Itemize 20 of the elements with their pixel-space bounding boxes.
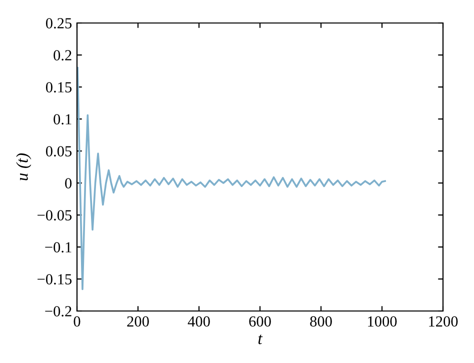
- y-axis-title: u (t): [16, 153, 32, 180]
- x-tick-label: 200: [127, 316, 149, 327]
- x-tick-label: 1200: [429, 316, 458, 327]
- y-tick-label: 0.15: [46, 82, 72, 93]
- x-tick-label: 800: [310, 316, 332, 327]
- y-tick-label: 0.1: [54, 114, 72, 125]
- y-tick-label: −0.05: [38, 210, 72, 221]
- x-tick-label: 600: [249, 316, 271, 327]
- x-tick-label: 400: [188, 316, 210, 327]
- x-axis-title: t: [258, 334, 263, 344]
- y-tick-label: 0.05: [46, 146, 72, 157]
- y-tick-label: 0.25: [46, 18, 72, 29]
- line-series: [77, 66, 386, 290]
- x-tick-label: 0: [74, 316, 80, 327]
- y-tick-label: −0.15: [38, 274, 72, 285]
- x-tick-label: 1000: [368, 316, 397, 327]
- y-tick-label: 0.2: [54, 50, 72, 61]
- y-tick-label: −0.1: [45, 242, 72, 253]
- y-tick-label: 0: [65, 178, 72, 188]
- y-tick-label: −0.2: [45, 306, 72, 317]
